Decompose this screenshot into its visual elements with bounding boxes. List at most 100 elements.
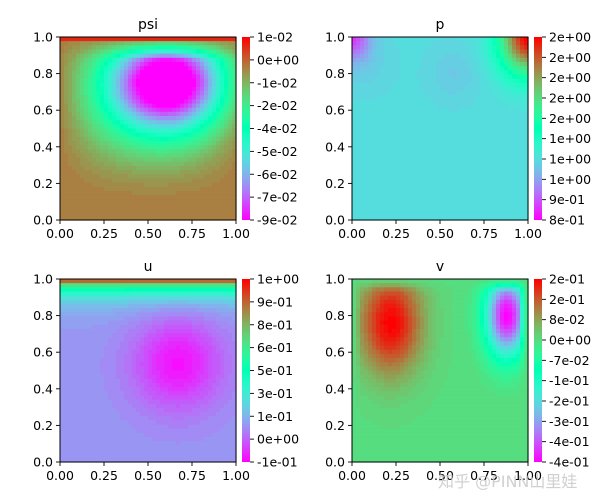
p-cell bbox=[380, 161, 385, 167]
psi-cell bbox=[116, 124, 121, 130]
u-cell bbox=[232, 358, 237, 363]
u-cell bbox=[148, 308, 153, 313]
p-cell bbox=[512, 199, 517, 204]
p-cell bbox=[488, 136, 493, 142]
p-cell bbox=[472, 49, 477, 55]
p-cell bbox=[388, 195, 393, 200]
u-cell bbox=[84, 316, 89, 322]
psi-cell bbox=[136, 86, 141, 92]
p-cell bbox=[356, 74, 361, 80]
psi-cell bbox=[128, 91, 133, 96]
psi-cell bbox=[104, 37, 109, 42]
p-cell bbox=[496, 66, 501, 71]
p-cell bbox=[520, 182, 525, 188]
psi-cell bbox=[192, 178, 197, 184]
psi-cell bbox=[212, 199, 217, 204]
p-cell bbox=[504, 41, 509, 46]
p-cell bbox=[408, 53, 413, 59]
psi-cell bbox=[224, 132, 229, 138]
psi-cell bbox=[196, 128, 201, 134]
psi-cell bbox=[168, 128, 173, 134]
u-cell bbox=[192, 299, 197, 305]
u-cell bbox=[136, 349, 141, 355]
psi-cell bbox=[80, 74, 85, 80]
u-cell bbox=[136, 366, 141, 372]
psi-cell bbox=[132, 53, 137, 59]
u-cell bbox=[60, 299, 65, 305]
p-cell bbox=[368, 103, 373, 109]
p-cell bbox=[500, 111, 505, 117]
p-cell bbox=[444, 45, 449, 51]
psi-cell bbox=[136, 132, 141, 138]
u-cell bbox=[208, 358, 213, 363]
psi-cell bbox=[128, 37, 133, 42]
p-colorbar-tick-label: 2e+00 bbox=[549, 30, 591, 45]
psi-cell bbox=[172, 190, 177, 196]
u-cell bbox=[232, 303, 237, 309]
psi-cell bbox=[164, 82, 169, 88]
p-cell bbox=[420, 178, 425, 184]
u-cell bbox=[128, 279, 133, 284]
psi-cell bbox=[180, 95, 185, 100]
psi-cell bbox=[168, 70, 173, 76]
u-cell bbox=[168, 345, 173, 351]
psi-cell bbox=[80, 99, 85, 105]
p-cell bbox=[384, 53, 389, 59]
psi-cell bbox=[60, 95, 65, 100]
psi-cell bbox=[204, 70, 209, 76]
psi-cell bbox=[156, 111, 161, 117]
p-cell bbox=[468, 182, 473, 188]
psi-cell bbox=[76, 145, 81, 150]
u-cell bbox=[76, 287, 81, 293]
psi-cell bbox=[76, 78, 81, 84]
psi-cell bbox=[192, 116, 197, 121]
u-cell bbox=[60, 316, 65, 322]
p-cell bbox=[484, 215, 489, 221]
p-cell bbox=[512, 86, 517, 92]
psi-cell bbox=[180, 207, 185, 213]
u-cell bbox=[60, 303, 65, 309]
psi-cell bbox=[80, 161, 85, 167]
u-cell bbox=[196, 324, 201, 330]
psi-cell bbox=[120, 132, 125, 138]
u-cell bbox=[88, 295, 93, 301]
psi-cell bbox=[180, 186, 185, 192]
psi-cell bbox=[68, 78, 73, 84]
p-cell bbox=[456, 153, 461, 159]
p-cell bbox=[492, 61, 497, 67]
u-cell bbox=[156, 279, 161, 284]
p-cell bbox=[368, 132, 373, 138]
p-cell bbox=[436, 86, 441, 92]
p-cell bbox=[480, 132, 485, 138]
psi-cell bbox=[100, 99, 105, 105]
u-cell bbox=[116, 316, 121, 322]
psi-cell bbox=[212, 124, 217, 130]
u-cell bbox=[160, 320, 165, 326]
psi-cell bbox=[208, 99, 213, 105]
psi-cell bbox=[168, 140, 173, 146]
p-cell bbox=[448, 190, 453, 196]
p-cell bbox=[520, 82, 525, 88]
u-cell bbox=[196, 341, 201, 347]
p-cell bbox=[488, 49, 493, 55]
p-cell bbox=[372, 161, 377, 167]
u-cell bbox=[64, 341, 69, 347]
p-cell bbox=[440, 170, 445, 175]
p-cell bbox=[516, 74, 521, 80]
psi-cell bbox=[88, 182, 93, 188]
psi-cell bbox=[68, 178, 73, 184]
psi-cell bbox=[152, 120, 157, 125]
p-cell bbox=[400, 190, 405, 196]
u-cell bbox=[116, 328, 121, 334]
u-cell bbox=[124, 312, 129, 318]
psi-cell bbox=[96, 174, 101, 180]
psi-cell bbox=[128, 41, 133, 46]
psi-cell bbox=[156, 157, 161, 163]
psi-cell bbox=[76, 211, 81, 217]
p-cell bbox=[464, 74, 469, 80]
u-cell bbox=[120, 324, 125, 330]
p-cell bbox=[384, 103, 389, 109]
p-cell bbox=[476, 45, 481, 51]
psi-cell bbox=[208, 116, 213, 121]
p-cell bbox=[460, 145, 465, 150]
